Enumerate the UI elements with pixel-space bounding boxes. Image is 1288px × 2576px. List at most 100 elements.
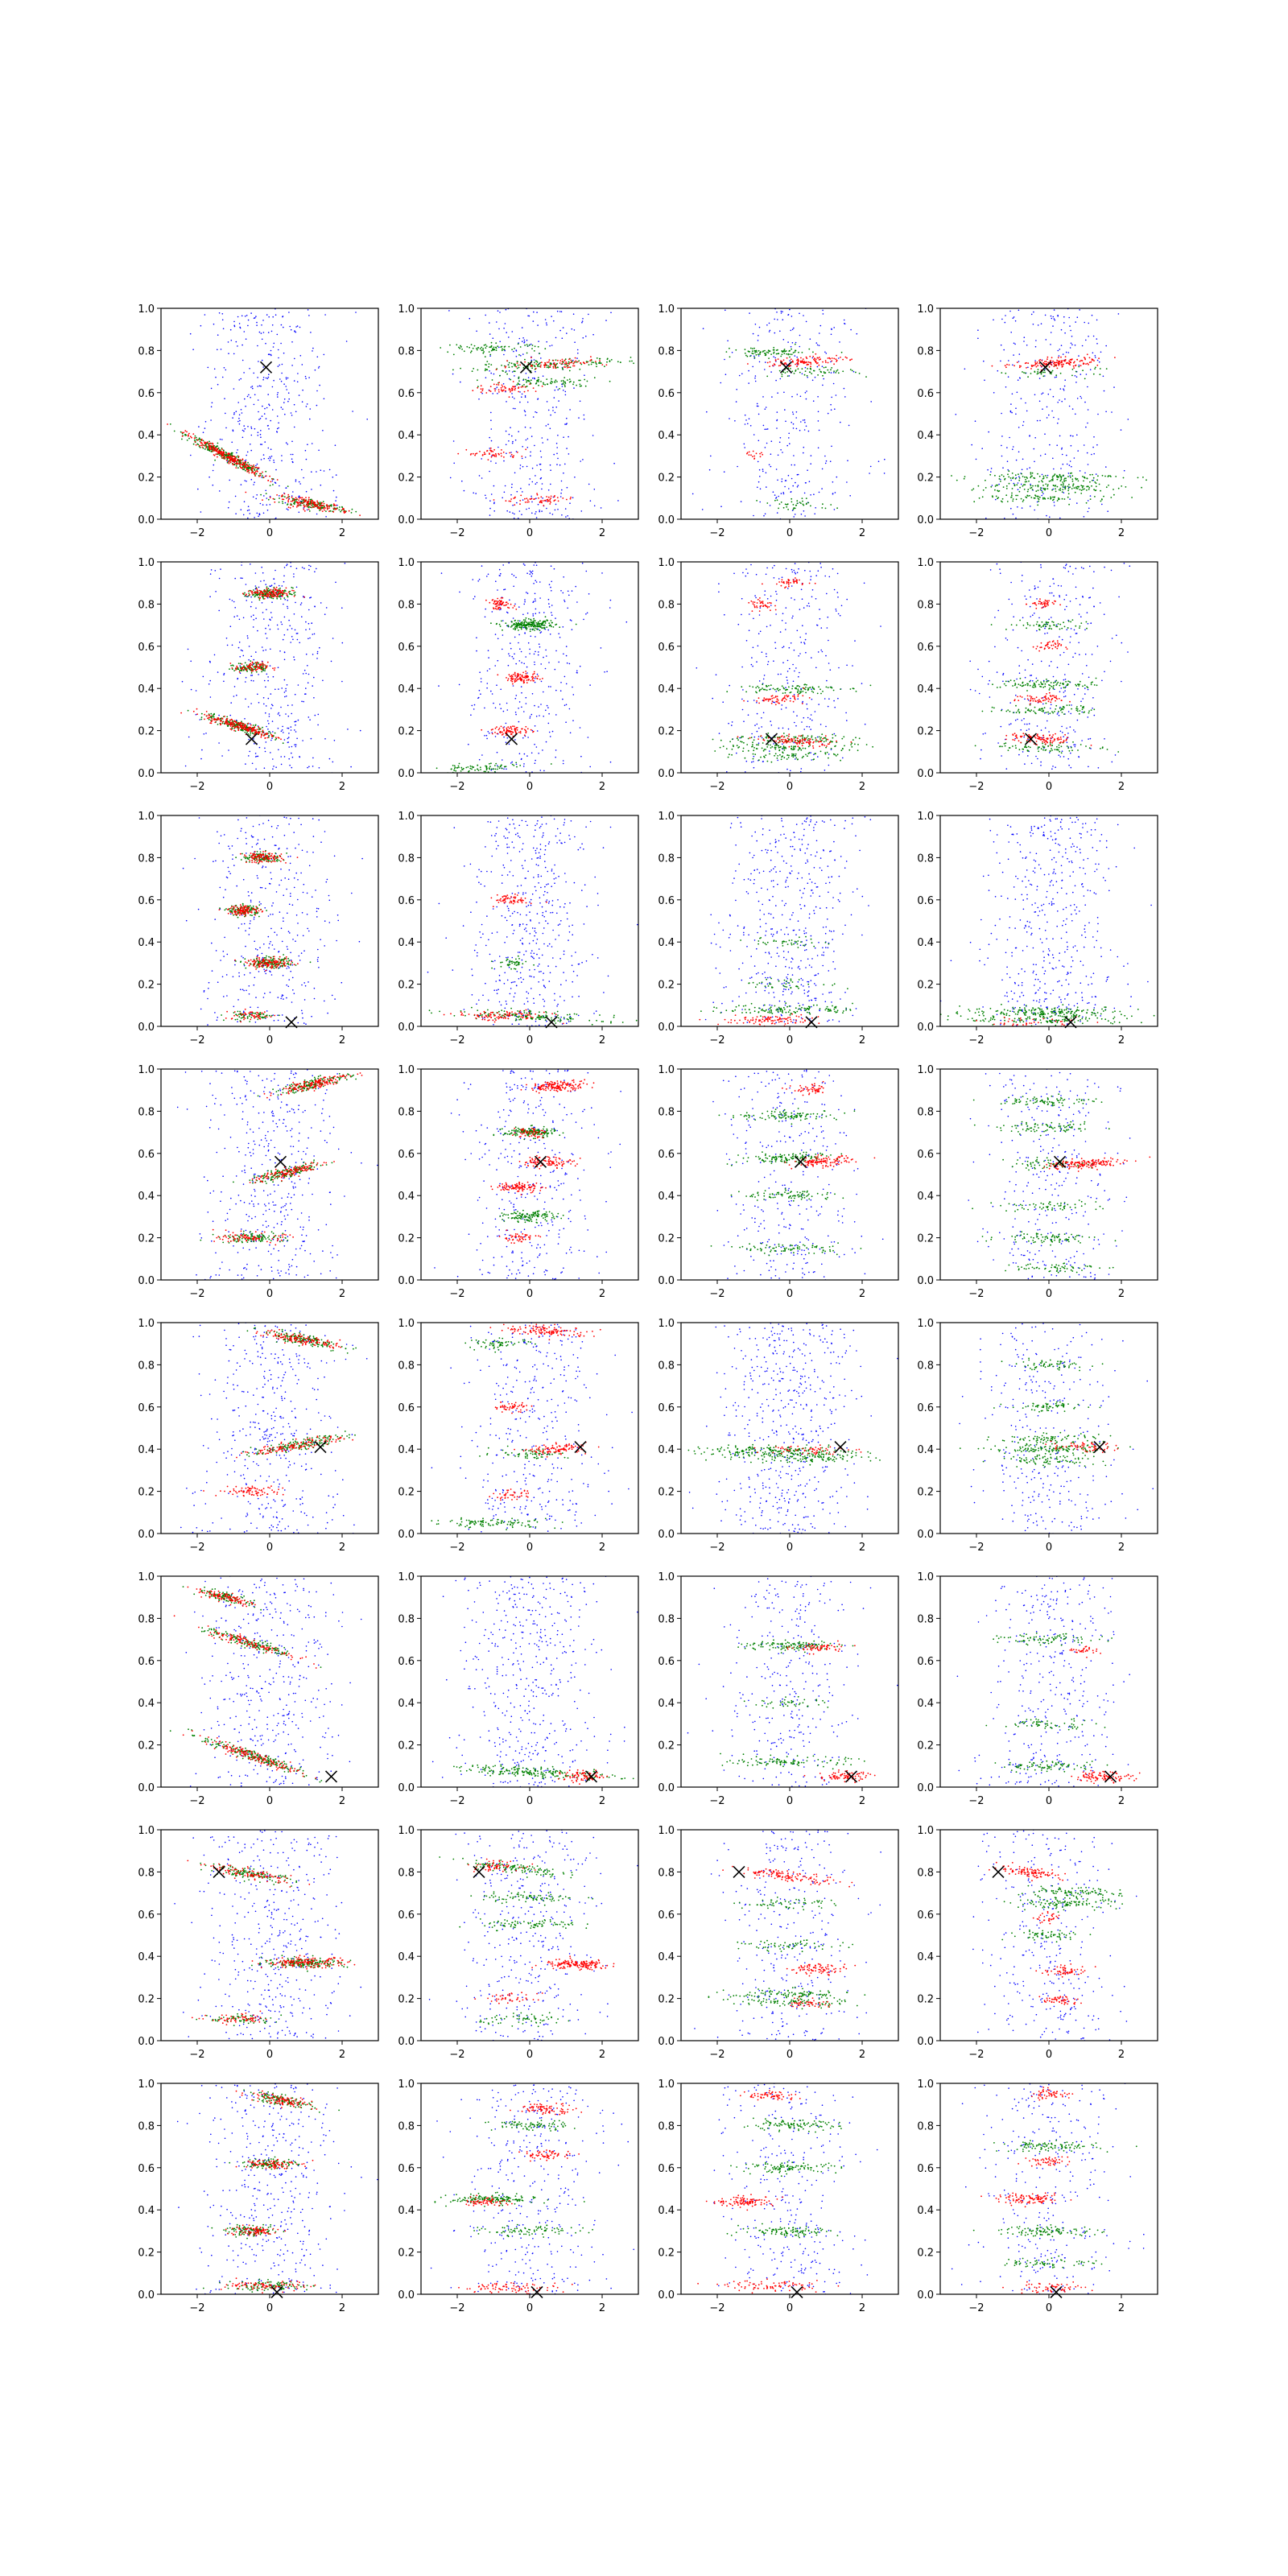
point-green — [1052, 499, 1054, 502]
point-red — [1081, 360, 1084, 361]
point-blue — [209, 573, 212, 575]
point-red — [833, 357, 836, 360]
point-green — [756, 351, 758, 353]
point-green — [1031, 475, 1033, 477]
point-green — [1095, 482, 1097, 485]
point-blue — [499, 704, 501, 705]
point-blue — [290, 565, 292, 568]
point-red — [240, 724, 242, 727]
point-blue — [247, 706, 250, 708]
point-green — [482, 348, 484, 350]
point-blue — [552, 407, 554, 408]
point-green — [322, 501, 324, 503]
point-blue — [1051, 317, 1053, 320]
point-green — [1063, 498, 1066, 500]
point-green — [1008, 482, 1010, 485]
point-green — [1069, 473, 1071, 474]
point-blue — [758, 335, 759, 336]
point-blue — [832, 493, 834, 495]
point-red — [303, 504, 305, 506]
point-blue — [535, 580, 536, 581]
point-blue — [1087, 510, 1089, 513]
point-green — [609, 380, 611, 382]
point-red — [215, 719, 217, 721]
point-green — [243, 669, 245, 671]
point-red — [1064, 356, 1067, 357]
point-blue — [556, 464, 558, 465]
point-red — [505, 390, 506, 392]
point-green — [564, 384, 566, 386]
point-blue — [294, 720, 296, 723]
point-blue — [560, 480, 563, 482]
point-red — [328, 507, 330, 509]
point-blue — [883, 473, 886, 474]
point-green — [503, 349, 505, 351]
point-blue — [1012, 513, 1014, 515]
point-green — [522, 378, 525, 381]
point-red — [508, 387, 510, 390]
point-blue — [228, 501, 230, 503]
point-blue — [237, 678, 238, 680]
point-blue — [325, 607, 328, 609]
point-red — [1038, 360, 1040, 361]
point-green — [1080, 489, 1083, 491]
point-green — [1063, 477, 1066, 480]
point-blue — [539, 477, 542, 480]
point-green — [791, 348, 792, 350]
point-blue — [824, 455, 826, 457]
point-blue — [232, 430, 234, 432]
point-blue — [190, 660, 192, 663]
point-green — [340, 510, 341, 513]
point-red — [500, 389, 502, 390]
point-blue — [257, 431, 259, 433]
point-red — [753, 457, 756, 460]
point-red — [242, 667, 244, 668]
point-green — [1061, 491, 1063, 493]
point-red — [229, 461, 232, 464]
point-blue — [587, 737, 589, 738]
point-red — [1030, 365, 1033, 366]
point-green — [1068, 484, 1070, 485]
point-green — [350, 512, 353, 514]
point-blue — [1075, 376, 1078, 378]
point-blue — [1096, 319, 1098, 321]
point-red — [497, 389, 500, 391]
point-green — [204, 448, 206, 450]
point-red — [492, 454, 493, 456]
point-blue — [481, 458, 482, 460]
point-blue — [588, 313, 589, 316]
point-blue — [237, 646, 240, 649]
point-red — [799, 361, 802, 363]
point-green — [1023, 484, 1025, 486]
point-blue — [335, 500, 336, 502]
point-red — [279, 592, 281, 594]
point-red — [510, 453, 513, 456]
point-blue — [782, 311, 783, 313]
point-green — [485, 345, 488, 347]
point-blue — [291, 415, 293, 416]
point-red — [308, 508, 310, 510]
point-green — [609, 360, 611, 361]
point-red — [321, 510, 324, 512]
point-red — [254, 592, 255, 594]
point-red — [250, 730, 253, 733]
point-blue — [295, 481, 297, 482]
point-green — [1042, 485, 1044, 486]
point-red — [286, 594, 288, 596]
point-blue — [279, 495, 280, 497]
point-red — [493, 455, 496, 457]
point-blue — [514, 513, 515, 515]
point-blue — [1051, 410, 1053, 412]
point-red — [320, 506, 321, 509]
point-blue — [1087, 500, 1089, 502]
point-blue — [492, 393, 493, 394]
point-blue — [1076, 502, 1078, 504]
point-green — [538, 378, 540, 381]
point-blue — [275, 569, 276, 572]
point-red — [1039, 365, 1042, 366]
point-blue — [301, 401, 303, 403]
point-green — [1030, 485, 1032, 487]
point-red — [502, 386, 504, 388]
point-green — [1062, 489, 1064, 490]
point-green — [208, 718, 210, 720]
